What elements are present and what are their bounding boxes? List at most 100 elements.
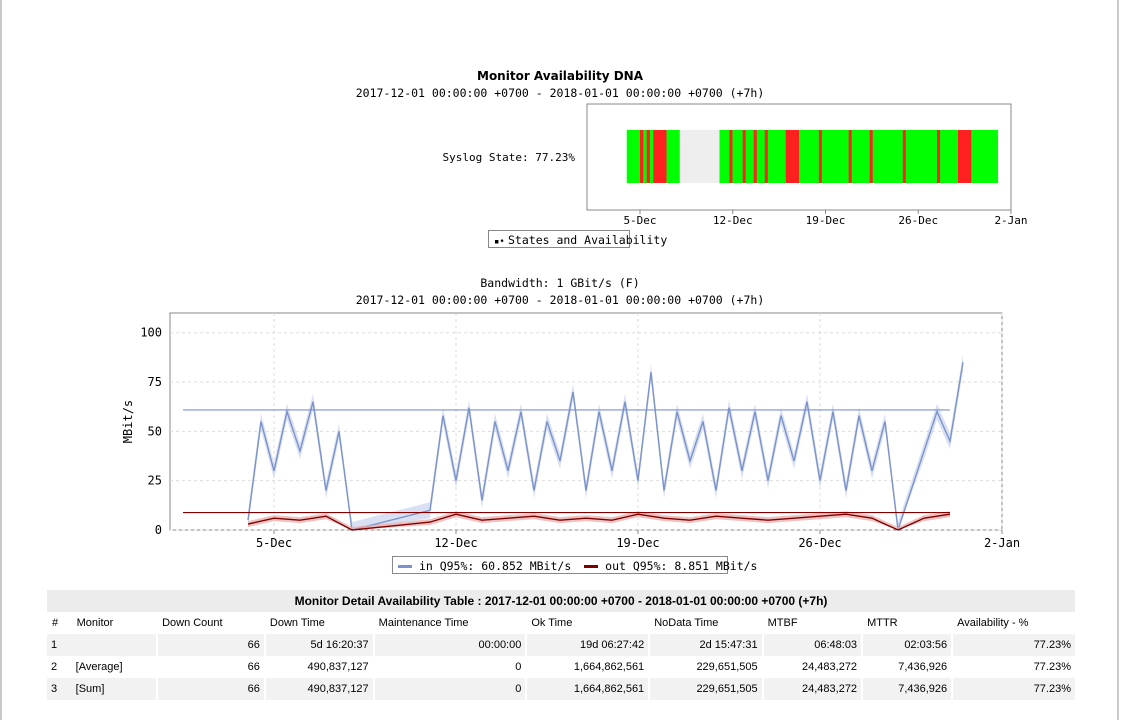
column-header[interactable]: MTTR	[861, 612, 953, 634]
table-cell: 0	[372, 656, 527, 678]
availability-down-stripe	[742, 130, 746, 183]
table-cell: [Average]	[75, 661, 123, 673]
monitor-detail-table: Monitor Detail Availability Table : 2017…	[46, 590, 1075, 700]
column-header[interactable]: Down Time	[263, 612, 374, 634]
series-line-out	[247, 513, 951, 531]
availability-segment	[653, 130, 667, 183]
availability-x-tick-label: 12-Dec	[713, 214, 753, 227]
x-tick-label: 12-Dec	[434, 536, 477, 550]
table-cell: 66	[156, 634, 265, 656]
availability-x-tick-label: 19-Dec	[806, 214, 846, 227]
table-cell: 02:03:56	[861, 634, 953, 656]
table-cell: 2d 15:47:31	[648, 634, 763, 656]
bandwidth-legend: in Q95%: 60.852 MBit/s out Q95%: 8.851 M…	[392, 556, 757, 574]
availability-legend-label: States and Availability	[508, 233, 668, 247]
availability-segment	[958, 130, 972, 183]
x-tick-label: 5-Dec	[256, 536, 292, 550]
availability-segment	[785, 130, 800, 183]
series-band-out	[248, 511, 950, 530]
availability-legend[interactable]: ▪• States and Availability	[488, 230, 667, 248]
availability-x-tick-label: 2-Jan	[994, 214, 1027, 227]
table-cell: 24,483,272	[761, 656, 863, 678]
table-cell: 77.23%	[951, 656, 1075, 678]
y-tick-label: 75	[148, 375, 162, 389]
table-cell: 1,664,862,561	[525, 656, 650, 678]
page-border-left	[0, 0, 2, 720]
table-cell: 0	[372, 678, 527, 700]
y-axis-label: MBit/s	[121, 400, 135, 443]
table-cell: 490,837,127	[263, 678, 374, 700]
bandwidth-chart-subtitle: 2017-12-01 00:00:00 +0700 - 2018-01-01 0…	[355, 293, 765, 307]
availability-segment	[679, 130, 720, 183]
availability-down-stripe	[848, 130, 852, 183]
table-cell: 3	[47, 678, 72, 700]
availability-segment	[646, 130, 651, 183]
column-header[interactable]: Availability - %	[951, 612, 1075, 634]
table-cell: 229,651,505	[648, 656, 763, 678]
table-cell: 5d 16:20:37	[263, 634, 374, 656]
table-cell: 229,651,505	[648, 678, 763, 700]
table-cell: 19d 06:27:42	[525, 634, 650, 656]
availability-segment	[643, 130, 647, 183]
y-tick-label: 50	[148, 424, 162, 438]
legend-in-line-icon	[398, 565, 412, 568]
legend-marker-icon: ▪•	[494, 237, 505, 247]
column-header[interactable]: Maintenance Time	[372, 612, 527, 634]
availability-chart: Syslog State: 77.23% 5-Dec 12-Dec 19-Dec 26-…	[443, 103, 1028, 227]
table-cell: 490,837,127	[263, 656, 374, 678]
availability-down-stripe	[729, 130, 733, 183]
table-row: 1 66 5d 16:20:37 00:00:00 19d 06:27:42 2d 15:…	[47, 634, 1075, 656]
table-header-row: # Monitor Down Count Down Time Maintenance T…	[46, 612, 1075, 634]
availability-down-stripe	[818, 130, 822, 183]
availability-segment	[666, 130, 681, 183]
column-header[interactable]: MTBF	[761, 612, 863, 634]
table-cell: [Sum]	[71, 678, 158, 700]
column-header[interactable]: Monitor	[70, 612, 158, 634]
availability-segment	[640, 130, 644, 183]
availability-chart-title: Monitor Availability DNA	[477, 69, 643, 83]
column-header[interactable]: Ok Time	[525, 612, 650, 634]
table-row: 2 [Average] 66 490,837,127 0 1,664,862,561 229…	[47, 656, 1075, 678]
bandwidth-chart-title: Bandwidth: 1 GBit/s (F)	[480, 276, 640, 290]
table-cell	[71, 634, 158, 656]
availability-down-stripe	[869, 130, 873, 183]
table-title: Monitor Detail Availability Table : 2017…	[47, 590, 1075, 612]
x-tick-label: 2-Jan	[984, 536, 1020, 550]
table-cell: 7,436,926	[861, 678, 953, 700]
table-cell: 77.23%	[951, 678, 1075, 700]
page-border-right	[1117, 0, 1119, 720]
legend-in-label: in Q95%: 60.852 MBit/s	[418, 559, 572, 573]
availability-segment	[799, 130, 959, 183]
legend-out-line-icon	[584, 565, 599, 568]
table-cell: 7,436,926	[861, 656, 953, 678]
table-cell: 66	[156, 656, 265, 678]
table-cell: 2	[51, 661, 58, 673]
availability-down-stripe	[753, 130, 757, 183]
availability-segment	[626, 130, 641, 183]
availability-x-tick-label: 5-Dec	[623, 214, 656, 227]
availability-down-stripe	[764, 130, 768, 183]
table-row: 3 [Sum] 66 490,837,127 0 1,664,862,561 229,651…	[47, 678, 1075, 700]
availability-segment	[649, 130, 654, 183]
availability-down-stripe	[937, 130, 941, 183]
y-tick-label: 25	[148, 474, 162, 488]
y-tick-label: 100	[140, 326, 162, 340]
table-cell: 06:48:03	[761, 634, 863, 656]
availability-segment	[971, 130, 999, 183]
table-cell: 1,664,862,561	[525, 678, 650, 700]
table-cell: 00:00:00	[372, 634, 527, 656]
availability-row-label: Syslog State: 77.23%	[443, 151, 576, 164]
column-header[interactable]: #	[46, 612, 72, 634]
table-cell: 77.23%	[951, 634, 1075, 656]
table-cell: 66	[156, 678, 265, 700]
availability-down-stripe	[902, 130, 906, 183]
availability-x-tick-label: 26-Dec	[898, 214, 938, 227]
column-header[interactable]: NoData Time	[648, 612, 763, 634]
x-tick-label: 19-Dec	[616, 536, 659, 550]
x-tick-label: 26-Dec	[798, 536, 841, 550]
availability-chart-subtitle: 2017-12-01 00:00:00 +0700 - 2018-01-01 0…	[355, 86, 765, 100]
bandwidth-chart: 0 25 50 75 100 5-Dec 12-Dec 19-Dec 26-Dec 2-Jan MB…	[121, 312, 1020, 550]
table-cell: 24,483,272	[761, 678, 863, 700]
table-cell: 1	[47, 634, 72, 656]
column-header[interactable]: Down Count	[156, 612, 265, 634]
